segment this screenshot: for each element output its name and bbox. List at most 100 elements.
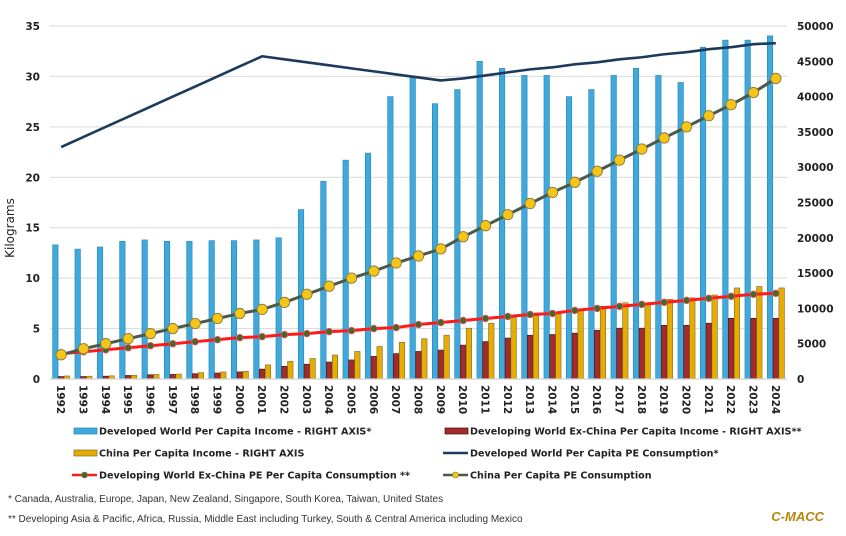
marker-china-consumption <box>636 143 648 155</box>
legend-swatch <box>73 427 98 435</box>
bar-developed-income <box>208 240 215 380</box>
legend-label: China Per Capita PE Consumption <box>470 471 652 482</box>
y-tick-label: 10 <box>25 273 40 285</box>
marker-developing-consumption <box>191 337 199 346</box>
bar-china-income <box>756 286 763 380</box>
marker-china-consumption <box>77 343 90 355</box>
marker-china-consumption <box>301 288 313 300</box>
bar-developed-income <box>699 46 707 380</box>
marker-developing-consumption <box>615 302 624 311</box>
bar-china-income <box>555 313 562 380</box>
marker-developing-consumption <box>392 323 400 332</box>
bar-developed-income <box>476 60 483 380</box>
bar-china-income <box>309 358 316 380</box>
x-tick-label: 2020 <box>680 385 692 414</box>
bar-developed-income <box>543 75 550 380</box>
bar-developed-income <box>96 246 104 380</box>
bar-developed-income <box>320 181 327 380</box>
y-right-tick-label: 5000 <box>797 339 826 351</box>
bar-developing-income <box>616 327 623 380</box>
y-right-tick-label: 30000 <box>797 162 834 174</box>
bar-developing-income <box>504 337 511 380</box>
bar-developed-income <box>521 75 528 380</box>
marker-developing-consumption <box>727 292 735 300</box>
marker-developing-consumption <box>593 304 601 313</box>
x-tick-label: 2017 <box>613 385 625 414</box>
bar-developed-income <box>342 159 349 380</box>
bar-china-income <box>666 298 674 380</box>
legend-label: Developing World Ex-China PE Per Capita … <box>99 471 410 482</box>
x-tick-label: 2013 <box>523 385 535 414</box>
bar-developed-income <box>610 75 617 380</box>
bar-developing-income <box>236 371 243 380</box>
marker-developing-consumption <box>169 340 177 348</box>
bar-china-income <box>421 338 428 380</box>
marker-developing-consumption <box>280 330 289 339</box>
bar-developed-income <box>364 152 372 380</box>
bar-developing-income <box>169 374 176 380</box>
x-tick-label: 2019 <box>657 385 669 414</box>
marker-developing-consumption <box>370 324 378 333</box>
bar-developing-income <box>437 349 444 380</box>
y-right-tick-label: 35000 <box>797 127 834 139</box>
marker-china-consumption <box>524 197 536 210</box>
y-tick-label: 30 <box>25 71 40 83</box>
bar-china-income <box>443 334 450 380</box>
x-tick-label: 2010 <box>456 385 468 414</box>
y-right-tick-label: 10000 <box>797 303 834 315</box>
marker-developing-consumption <box>526 310 534 319</box>
bar-china-income <box>398 341 406 380</box>
x-tick-label: 2004 <box>322 385 334 414</box>
x-tick-label: 2006 <box>367 385 379 414</box>
y-right-tick-label: 15000 <box>797 268 834 280</box>
bar-developing-income <box>728 317 735 380</box>
marker-china-consumption <box>100 338 112 350</box>
bar-china-income <box>354 351 361 380</box>
bar-developing-income <box>638 327 645 380</box>
bar-china-income <box>577 310 584 380</box>
bar-developing-income <box>303 363 310 380</box>
bar-developing-income <box>750 317 757 380</box>
bar-developing-income <box>192 373 199 380</box>
y-right-tick-label: 25000 <box>797 198 834 210</box>
x-tick-label: 2000 <box>233 385 245 414</box>
marker-developing-consumption <box>571 306 579 315</box>
line-developed-consumption <box>60 41 776 149</box>
bar-developed-income <box>588 89 595 380</box>
x-tick-label: 1992 <box>54 385 66 414</box>
marker-developing-consumption <box>705 294 713 303</box>
y-tick-label: 5 <box>33 324 40 336</box>
x-tick-label: 2016 <box>590 385 602 414</box>
marker-china-consumption <box>234 307 246 320</box>
y-tick-label: 25 <box>25 122 40 134</box>
x-tick-label: 2024 <box>769 385 781 414</box>
bar-developed-income <box>387 96 394 380</box>
x-tick-label: 2002 <box>278 385 290 414</box>
marker-china-consumption <box>569 176 581 188</box>
bar-developed-income <box>74 248 81 380</box>
bar-developing-income <box>259 368 266 380</box>
axes: 0 5 10 15 20 25 30 35 0 5000 10000 15000 20000 25000 3… <box>25 21 833 414</box>
x-tick-label: 1995 <box>121 385 133 414</box>
footnote-developed: * Canada, Australia, Europe, Japan, New … <box>8 494 444 505</box>
marker-china-consumption <box>55 349 67 361</box>
x-tick-label: 2012 <box>501 385 513 414</box>
legend-label: Developed World Per Capita Income - RIGH… <box>99 427 371 438</box>
bar-china-income <box>465 327 473 380</box>
legend: Developed World Per Capita Income - RIGH… <box>72 427 802 482</box>
marker-china-consumption <box>747 86 760 99</box>
marker-developing-consumption <box>325 327 333 336</box>
bar-developing-income <box>527 334 534 380</box>
marker-developing-consumption <box>504 312 512 321</box>
marker-china-consumption <box>457 231 469 243</box>
bar-china-income <box>220 371 227 380</box>
x-tick-label: 2023 <box>747 385 759 414</box>
x-tick-label: 1997 <box>166 385 178 414</box>
marker-developing-consumption <box>437 318 445 327</box>
x-tick-label: 1998 <box>188 385 200 414</box>
legend-label: Developing World Ex-China Per Capita Inc… <box>470 427 802 438</box>
y-tick-label: 15 <box>25 223 40 235</box>
bar-developed-income <box>766 35 774 380</box>
y-right-tick-label: 45000 <box>797 56 834 68</box>
